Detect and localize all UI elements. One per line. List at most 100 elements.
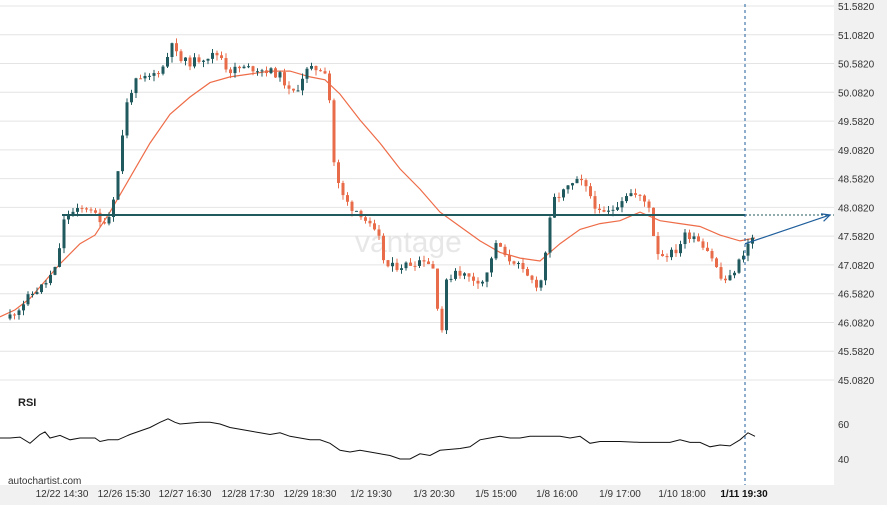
candle-body bbox=[197, 57, 201, 62]
grid bbox=[0, 5, 834, 381]
candle-body bbox=[193, 57, 196, 67]
candle-body bbox=[638, 194, 642, 196]
candle-body bbox=[188, 57, 192, 67]
candle-body bbox=[67, 214, 70, 220]
x-tick-label: 1/5 15:00 bbox=[475, 489, 517, 500]
candle-body bbox=[719, 267, 723, 279]
candle-body bbox=[431, 264, 435, 269]
candle-body bbox=[710, 251, 714, 259]
candle-body bbox=[166, 57, 169, 67]
candle-body bbox=[647, 201, 651, 208]
y-tick-label: 50.5820 bbox=[838, 60, 875, 71]
candle-body bbox=[616, 207, 619, 210]
candle-body bbox=[143, 75, 147, 79]
candle-body bbox=[40, 284, 43, 293]
candle-body bbox=[368, 220, 372, 224]
candle-body bbox=[8, 314, 12, 319]
candle-body bbox=[377, 229, 381, 236]
candle-body bbox=[76, 208, 79, 212]
candle-body bbox=[130, 93, 133, 103]
candle-body bbox=[296, 90, 300, 92]
candle-body bbox=[85, 208, 88, 210]
candle-body bbox=[517, 262, 520, 264]
candle-body bbox=[607, 210, 610, 212]
candle-body bbox=[224, 58, 228, 70]
candle-body bbox=[733, 272, 736, 276]
candle-body bbox=[688, 232, 691, 240]
candle-body bbox=[98, 212, 102, 223]
candle-body bbox=[206, 58, 210, 61]
candle-body bbox=[94, 210, 97, 213]
x-tick-label: 12/29 18:30 bbox=[284, 489, 337, 500]
candle-body bbox=[103, 222, 106, 224]
candle-body bbox=[332, 100, 336, 163]
candle-body bbox=[737, 259, 741, 273]
rsi-tick-label: 40 bbox=[838, 455, 850, 466]
candle-body bbox=[31, 293, 34, 295]
candle-body bbox=[44, 283, 48, 285]
candle-body bbox=[512, 261, 516, 264]
candle-body bbox=[548, 217, 552, 253]
candle-body bbox=[683, 232, 687, 245]
candle-body bbox=[139, 78, 142, 80]
candle-body bbox=[508, 255, 511, 262]
candle-body bbox=[593, 196, 597, 209]
x-axis-panel bbox=[0, 485, 834, 505]
x-tick-label: 12/26 15:30 bbox=[98, 489, 151, 500]
candle-body bbox=[35, 292, 39, 294]
candle-body bbox=[449, 278, 453, 280]
candle-body bbox=[620, 201, 624, 208]
candle-body bbox=[521, 262, 525, 270]
y-tick-label: 49.0820 bbox=[838, 146, 875, 157]
y-tick-label: 51.0820 bbox=[838, 31, 875, 42]
candle-body bbox=[634, 193, 637, 195]
candle-body bbox=[71, 211, 75, 215]
candle-body bbox=[476, 280, 480, 284]
candle-body bbox=[400, 268, 403, 270]
candle-body bbox=[121, 135, 124, 172]
candle-body bbox=[107, 216, 111, 224]
candle-body bbox=[706, 247, 709, 252]
x-tick-label: 12/22 14:30 bbox=[36, 489, 89, 500]
rsi-tick-label: 60 bbox=[838, 420, 850, 431]
candle-body bbox=[445, 279, 448, 331]
watermark-text: vantage bbox=[355, 226, 462, 259]
candle-body bbox=[467, 273, 471, 277]
x-tick-label: 1/9 17:00 bbox=[599, 489, 641, 500]
rsi-line bbox=[0, 418, 756, 460]
candle-body bbox=[157, 73, 160, 75]
candle-body bbox=[382, 235, 385, 261]
candle-body bbox=[116, 171, 120, 200]
rsi-panel: RSI bbox=[0, 397, 756, 460]
candle-body bbox=[557, 196, 561, 198]
candle-body bbox=[134, 78, 138, 94]
x-tick-label: 12/28 17:30 bbox=[222, 489, 275, 500]
candle-body bbox=[80, 208, 84, 210]
candle-body bbox=[251, 66, 255, 72]
candle-body bbox=[535, 279, 538, 288]
candle-body bbox=[305, 68, 309, 79]
candle-body bbox=[413, 265, 417, 267]
candle-body bbox=[724, 278, 727, 281]
candle-body bbox=[458, 270, 462, 276]
candle-body bbox=[269, 68, 273, 74]
candle-body bbox=[409, 262, 412, 266]
candle-body bbox=[715, 258, 718, 268]
candle-body bbox=[62, 219, 66, 249]
candle-body bbox=[575, 178, 579, 184]
y-tick-label: 49.5820 bbox=[838, 117, 875, 128]
candle-body bbox=[233, 66, 237, 74]
candle-body bbox=[319, 70, 322, 72]
forecast bbox=[744, 213, 832, 245]
candle-body bbox=[220, 55, 223, 59]
y-tick-label: 50.0820 bbox=[838, 88, 875, 99]
candle-body bbox=[454, 270, 457, 279]
y-tick-label: 48.0820 bbox=[838, 203, 875, 214]
candle-body bbox=[503, 246, 507, 256]
candle-body bbox=[485, 272, 489, 282]
candle-body bbox=[404, 262, 408, 269]
candle-body bbox=[260, 70, 264, 72]
candle-body bbox=[481, 281, 484, 284]
candle-body bbox=[571, 183, 574, 186]
candle-body bbox=[499, 243, 502, 247]
